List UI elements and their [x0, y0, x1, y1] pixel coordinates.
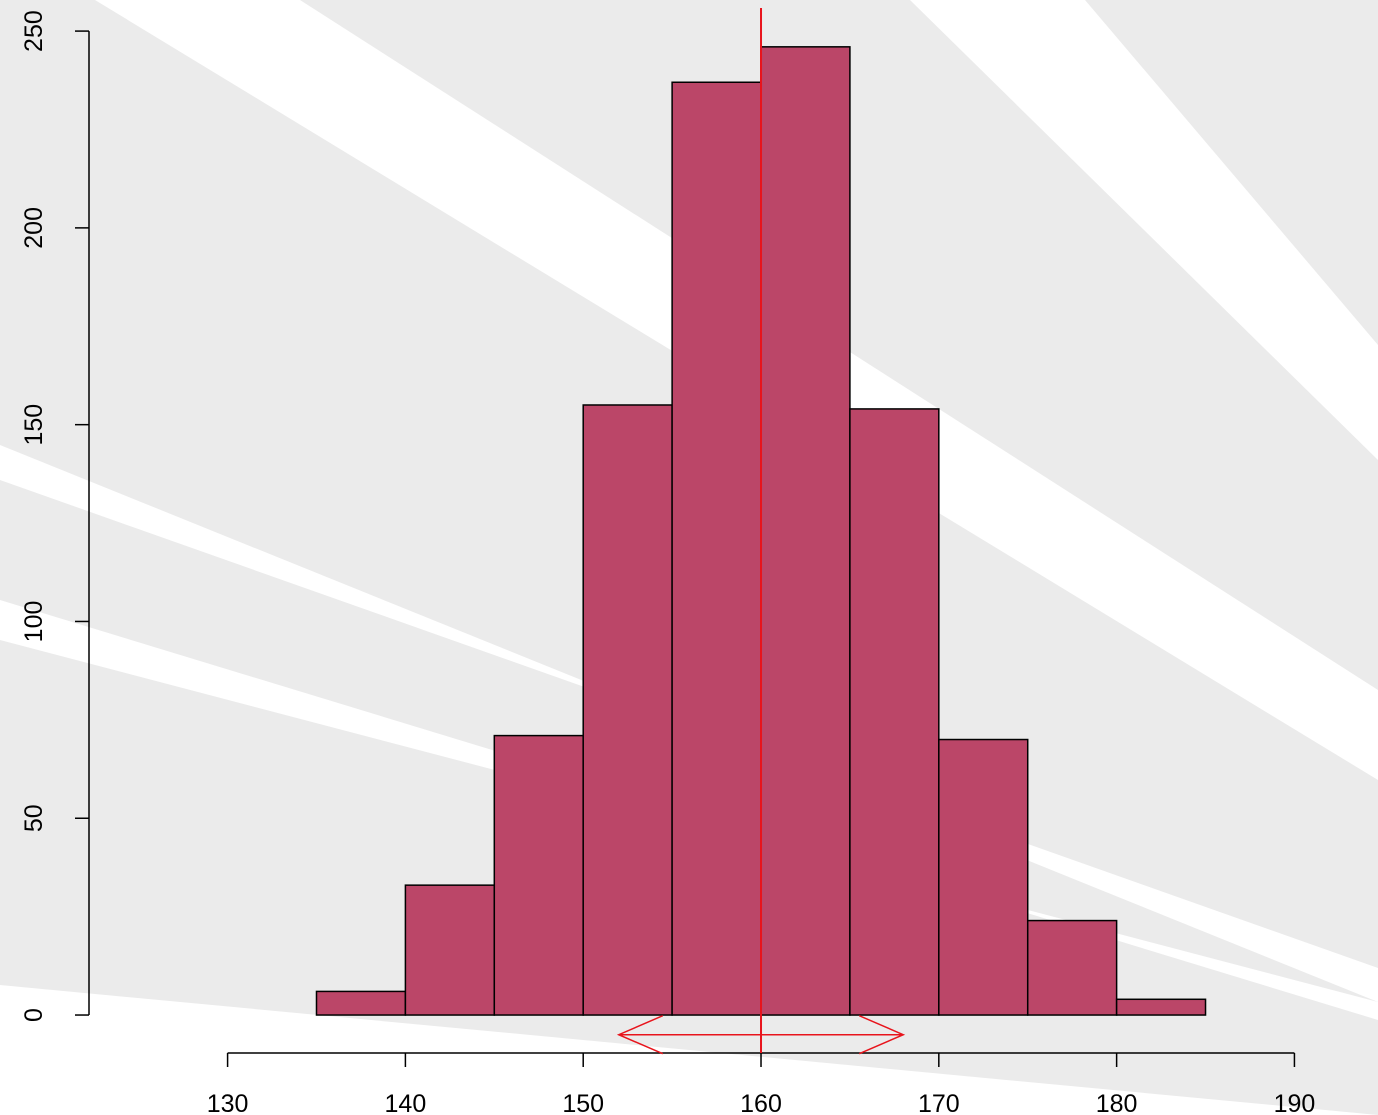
bar — [316, 991, 405, 1015]
x-tick-label: 190 — [1274, 1090, 1316, 1115]
chart: 0 50 100 150 200 250 130 140 150 160 170 180 190 — [0, 0, 1378, 1115]
x-tick-label: 140 — [385, 1090, 427, 1115]
x-tick-label: 130 — [207, 1090, 249, 1115]
bar — [672, 82, 761, 1015]
x-tick-label: 160 — [740, 1090, 782, 1115]
y-tick-label: 200 — [20, 207, 48, 249]
y-tick-label: 0 — [20, 1008, 48, 1022]
bar — [1028, 921, 1117, 1015]
y-tick-label: 50 — [20, 804, 48, 832]
x-tick-label: 180 — [1096, 1090, 1138, 1115]
y-tick-label: 250 — [20, 10, 48, 52]
x-tick-label: 150 — [562, 1090, 604, 1115]
bar — [850, 409, 939, 1015]
y-tick-label: 150 — [20, 404, 48, 446]
bar — [939, 740, 1028, 1016]
bar — [405, 885, 494, 1015]
bar — [761, 47, 850, 1015]
x-tick-label: 170 — [918, 1090, 960, 1115]
bar — [1117, 999, 1206, 1015]
page: 050100150200250130140150160170180190 (()… — [0, 0, 1378, 1115]
bar — [494, 736, 583, 1015]
y-tick-label: 100 — [20, 601, 48, 643]
bar — [583, 405, 672, 1015]
